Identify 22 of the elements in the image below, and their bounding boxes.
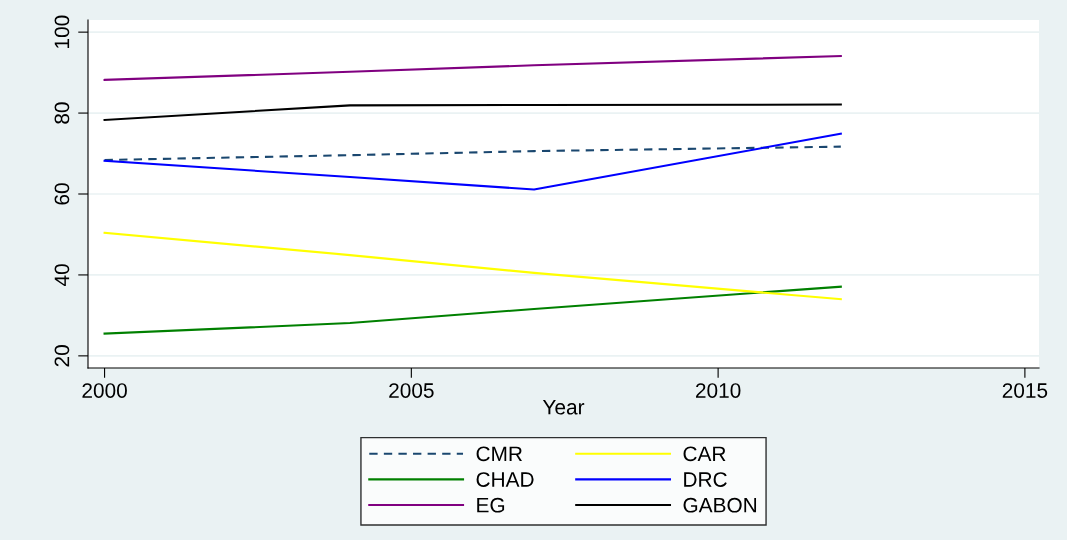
legend-label: CAR	[683, 446, 726, 462]
legend-label: GABON	[683, 497, 757, 513]
y-tick-label: 20	[54, 345, 70, 367]
line-series	[103, 285, 842, 335]
legend-label: DRC	[684, 472, 727, 487]
y-tick-label: 60	[54, 183, 70, 205]
line-series	[103, 132, 842, 191]
line-series	[103, 103, 842, 121]
x-tick-label: 2000	[82, 383, 127, 398]
y-tick-label: 100	[54, 15, 70, 48]
legend-label: CHAD	[476, 472, 534, 487]
y-tick-label: 40	[54, 264, 70, 287]
line-series	[103, 145, 842, 162]
x-tick-label: 2010	[695, 383, 741, 398]
x-tick-label: 2005	[389, 383, 434, 398]
line-series	[103, 54, 842, 81]
line-series	[103, 231, 842, 301]
x-axis-title: Year	[542, 399, 585, 415]
legend-label: EG	[477, 497, 505, 513]
x-tick-label: 2015	[1002, 383, 1048, 398]
y-tick-label: 80	[54, 102, 70, 124]
legend-label: CMR	[476, 446, 522, 462]
